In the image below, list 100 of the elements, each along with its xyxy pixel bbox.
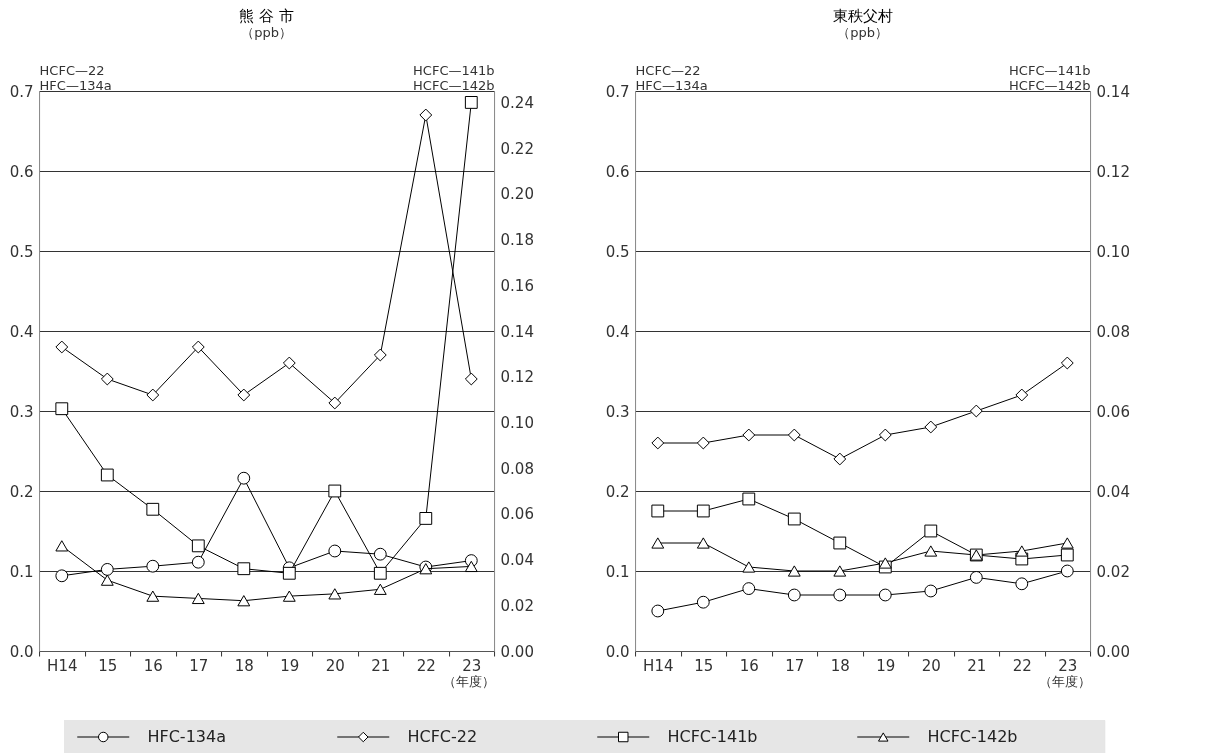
x-tick-label: 16: [143, 656, 163, 675]
point: [282, 566, 296, 580]
point: [833, 536, 847, 550]
y-axis-title: HCFC—22 HFC—134a: [635, 62, 708, 93]
point: [878, 588, 892, 602]
x-tick-label: 20: [325, 656, 345, 675]
point: [833, 565, 847, 577]
point: [1060, 564, 1074, 578]
x-tick-label: 19: [876, 656, 896, 675]
point: [464, 96, 478, 109]
y2-tick-label: 0.14: [1096, 82, 1130, 101]
point: [328, 484, 342, 498]
y2-tick-label: 0.12: [500, 368, 534, 387]
point: [55, 402, 69, 416]
x-tick-label: 23: [1058, 656, 1078, 675]
x-tick-label: 23: [462, 656, 482, 675]
y2-tick-label: 0.06: [1096, 402, 1130, 421]
x-tick-label: H14: [643, 656, 674, 675]
point: [191, 539, 205, 553]
point: [969, 571, 983, 584]
y2-tick-label: 0.22: [500, 139, 534, 158]
y-tick-label: 0.2: [9, 482, 34, 501]
y-tick-label: 0.1: [9, 562, 34, 581]
y-tick-label: 0.0: [605, 642, 630, 661]
point: [878, 557, 892, 569]
x-tick-label: 22: [1012, 656, 1032, 675]
point: [373, 547, 387, 561]
y2-axis-title: HCFC—141b HCFC—142b: [1009, 62, 1091, 93]
x-tick-label: 21: [967, 656, 987, 675]
point: [373, 583, 387, 595]
point: [1060, 537, 1074, 549]
point: [1015, 545, 1029, 557]
y2-tick-label: 0.02: [1096, 562, 1130, 581]
y-tick-label: 0.1: [605, 562, 630, 581]
chart-subtitle: （ppb）: [837, 25, 888, 40]
y-tick-label: 0.3: [9, 402, 34, 421]
point: [100, 468, 114, 482]
point: [237, 471, 251, 485]
y2-tick-label: 0.10: [1096, 242, 1130, 261]
point: [924, 524, 938, 538]
point: [191, 555, 205, 569]
y-tick-label: 0.4: [9, 322, 34, 341]
point: [1015, 577, 1029, 591]
y-tick-label: 0.3: [605, 402, 630, 421]
point: [696, 537, 710, 549]
legend-label: HFC-134a: [147, 727, 226, 746]
point: [373, 566, 387, 580]
point: [100, 563, 114, 576]
point: [651, 604, 665, 618]
point: [146, 590, 160, 602]
point: [328, 588, 342, 600]
x-tick-label: H14: [47, 656, 78, 675]
x-tick-label: 18: [830, 656, 850, 675]
x-axis-title: （年度）: [1038, 673, 1091, 689]
x-tick-label: 16: [739, 656, 759, 675]
point: [742, 561, 756, 573]
y2-tick-label: 0.14: [500, 322, 534, 341]
point: [191, 592, 205, 605]
x-tick-label: 15: [694, 656, 714, 675]
x-axis-title: （年度）: [442, 673, 495, 689]
y2-tick-label: 0.18: [500, 231, 534, 250]
legend-label: HCFC-141b: [667, 727, 758, 746]
y-tick-label: 0.5: [605, 242, 630, 261]
point: [464, 560, 478, 573]
point: [55, 569, 69, 583]
y-tick-label: 0.4: [605, 322, 630, 341]
y2-tick-label: 0.00: [500, 642, 534, 661]
legend-label: HCFC-142b: [927, 727, 1018, 746]
y-tick-label: 0.7: [9, 82, 34, 101]
point: [146, 559, 160, 573]
point: [237, 562, 251, 576]
point: [651, 504, 665, 518]
point: [924, 545, 938, 557]
y-tick-label: 0.6: [9, 162, 34, 181]
y-tick-label: 0.6: [605, 162, 630, 181]
point: [742, 582, 756, 595]
x-tick-label: 20: [921, 656, 941, 675]
x-tick-label: 18: [234, 656, 254, 675]
x-tick-label: 15: [98, 656, 118, 675]
x-tick-label: 21: [371, 656, 391, 675]
y2-tick-label: 0.08: [500, 459, 534, 478]
y2-tick-label: 0.12: [1096, 162, 1130, 181]
y2-tick-label: 0.04: [1096, 482, 1130, 501]
y2-tick-label: 0.20: [500, 185, 534, 204]
point: [787, 565, 801, 577]
point: [282, 590, 296, 602]
y2-tick-label: 0.04: [500, 551, 534, 570]
point: [924, 584, 938, 598]
point: [100, 574, 114, 586]
y-tick-label: 0.7: [605, 82, 630, 101]
x-tick-label: 17: [189, 656, 209, 675]
point: [742, 492, 756, 506]
point: [833, 588, 847, 602]
y-tick-label: 0.5: [9, 242, 34, 261]
y2-tick-label: 0.06: [500, 505, 534, 524]
y2-tick-label: 0.16: [500, 276, 534, 295]
x-tick-label: 19: [280, 656, 300, 675]
point: [696, 595, 710, 609]
y-axis-title: HCFC—22 HFC—134a: [39, 62, 112, 93]
point: [696, 504, 710, 518]
